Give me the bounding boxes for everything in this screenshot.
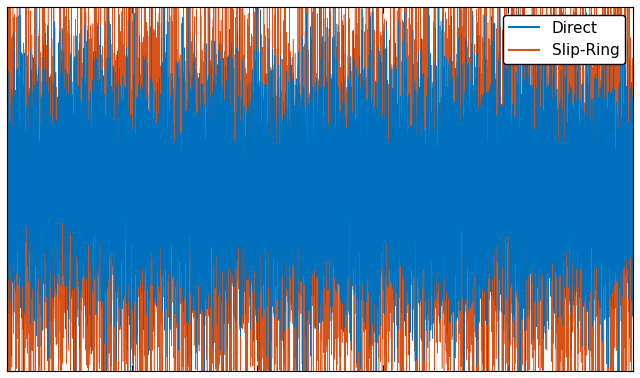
- Direct: [3, 155, 11, 160]
- Direct: [126, 190, 134, 195]
- Line: Direct: Direct: [7, 0, 633, 378]
- Direct: [29, 166, 36, 170]
- Slip-Ring: [596, 69, 604, 73]
- Legend: Direct, Slip-Ring: Direct, Slip-Ring: [502, 15, 625, 64]
- Slip-Ring: [629, 318, 637, 322]
- Slip-Ring: [40, 0, 48, 1]
- Slip-Ring: [126, 93, 134, 98]
- Direct: [596, 160, 604, 165]
- Direct: [6, 232, 13, 237]
- Direct: [309, 146, 317, 151]
- Line: Slip-Ring: Slip-Ring: [7, 0, 633, 378]
- Slip-Ring: [6, 367, 13, 372]
- Slip-Ring: [29, 200, 36, 204]
- Direct: [629, 146, 637, 150]
- Direct: [40, 215, 48, 220]
- Slip-Ring: [3, 17, 11, 22]
- Slip-Ring: [309, 300, 317, 304]
